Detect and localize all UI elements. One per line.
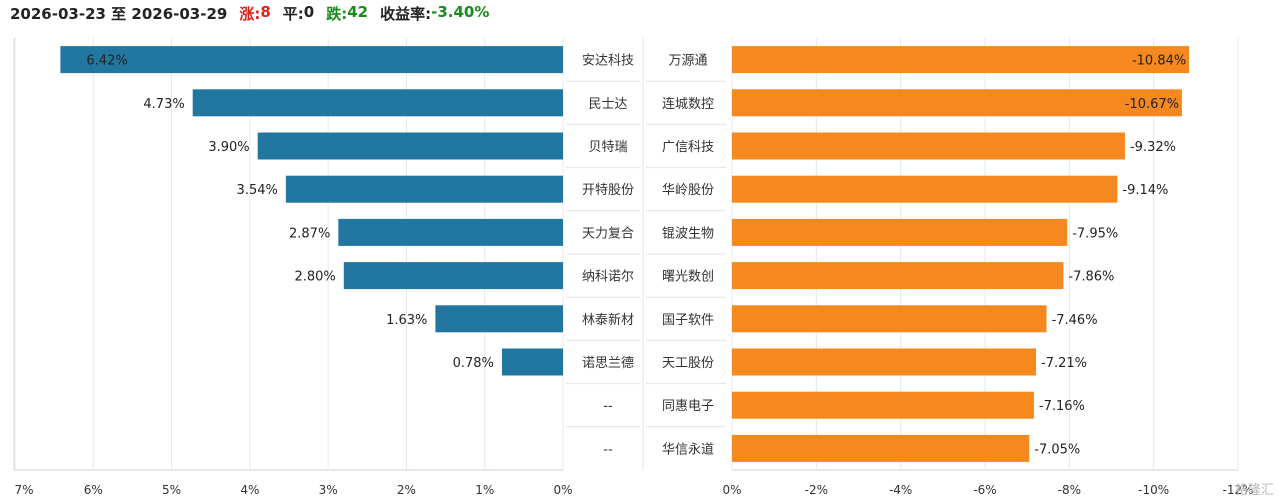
gainer-value-label: 4.73% <box>143 97 184 112</box>
right-tick-label: -10% <box>1138 483 1169 497</box>
gainer-name-label: 天力复合 <box>582 226 634 241</box>
gainer-value-label: 2.80% <box>294 270 335 285</box>
gainer-value-label: 0.78% <box>453 356 494 371</box>
left-tick-label: 2% <box>397 483 416 497</box>
down-count: 42 <box>347 2 369 21</box>
gainer-value-label: 2.87% <box>289 226 330 241</box>
gainer-name-label: 民士达 <box>588 97 627 112</box>
return-label: 收益率: <box>380 4 432 23</box>
gainer-name-label: -- <box>603 399 613 414</box>
gainer-bar <box>192 89 564 117</box>
gainer-name-label: -- <box>603 442 613 457</box>
date-range: 2026-03-23 至 2026-03-29 <box>10 4 228 23</box>
return-stat: 收益率: -3.40% <box>380 3 489 24</box>
gainer-name-label: 诺思兰德 <box>582 356 634 371</box>
right-tick-label: -6% <box>973 483 996 497</box>
return-value: -3.40% <box>431 2 490 21</box>
gainer-value-label: 3.90% <box>208 140 249 155</box>
right-tick-label: -4% <box>889 483 912 497</box>
loser-value-label: -7.16% <box>1039 399 1085 414</box>
up-label: 涨: <box>239 4 261 23</box>
loser-value-label: -9.32% <box>1130 140 1176 155</box>
left-tick-label: 4% <box>240 483 259 497</box>
gainer-bar <box>257 132 563 160</box>
loser-bar <box>732 132 1125 160</box>
right-tick-label: 0% <box>722 483 741 497</box>
summary-header: 2026-03-23 至 2026-03-29 涨: 8 平: 0 跌: 42 收益率… <box>10 0 1270 26</box>
flat-count-stat: 平: 0 <box>283 3 314 24</box>
up-count-stat: 涨: 8 <box>239 3 270 24</box>
loser-bar <box>732 391 1034 419</box>
gainer-bar <box>435 305 563 333</box>
right-tick-label: -12% <box>1222 483 1253 497</box>
right-tick-label: -2% <box>805 483 828 497</box>
left-tick-label: 7% <box>14 483 33 497</box>
loser-bar <box>732 46 1190 74</box>
flat-label: 平: <box>282 4 304 23</box>
loser-name-label: 华信永道 <box>662 442 714 457</box>
loser-value-label: -9.14% <box>1122 183 1168 198</box>
loser-value-label: -7.05% <box>1034 442 1080 457</box>
gainer-bar <box>501 348 563 376</box>
loser-name-label: 曙光数创 <box>662 270 714 285</box>
loser-bar <box>732 89 1182 117</box>
loser-name-label: 华岭股份 <box>662 183 714 198</box>
loser-name-label: 天工股份 <box>662 356 714 371</box>
gainer-name-label: 贝特瑞 <box>588 140 627 155</box>
loser-value-label: -7.86% <box>1068 270 1114 285</box>
left-tick-label: 3% <box>319 483 338 497</box>
loser-value-label: -7.46% <box>1052 313 1098 328</box>
gainer-bar <box>285 175 563 203</box>
loser-bar <box>732 348 1037 376</box>
right-tick-label: -8% <box>1058 483 1081 497</box>
gainer-bar <box>60 46 564 74</box>
loser-value-label: -7.21% <box>1041 356 1087 371</box>
gainer-name-label: 林泰新材 <box>582 312 634 328</box>
left-tick-label: 5% <box>162 483 181 497</box>
loser-value-label: -10.67% <box>1125 97 1179 112</box>
loser-bar <box>732 175 1118 203</box>
loser-bar <box>732 262 1064 290</box>
loser-name-label: 国子软件 <box>662 313 714 328</box>
loser-value-label: -10.84% <box>1132 54 1186 69</box>
loser-name-label: 锟波生物 <box>662 226 714 241</box>
gainer-bar <box>338 218 563 246</box>
gainer-name-label: 安达科技 <box>582 54 634 69</box>
loser-bar <box>732 218 1068 246</box>
loser-value-label: -7.95% <box>1072 226 1118 241</box>
watermark-logo: 格隆汇 <box>1234 483 1274 498</box>
gainer-name-label: 开特股份 <box>582 183 634 198</box>
gainer-value-label: 1.63% <box>386 313 427 328</box>
left-tick-label: 1% <box>475 483 494 497</box>
gainer-value-label: 6.42% <box>86 54 127 69</box>
flat-count: 0 <box>303 2 315 21</box>
gainer-bar <box>343 262 563 290</box>
up-count: 8 <box>260 2 271 21</box>
down-label: 跌: <box>326 4 348 23</box>
loser-name-label: 同惠电子 <box>662 399 714 414</box>
down-count-stat: 跌: 42 <box>326 3 368 24</box>
gainer-name-label: 纳科诺尔 <box>582 270 634 285</box>
left-tick-label: 0% <box>553 483 572 497</box>
loser-name-label: 万源通 <box>668 54 707 69</box>
left-tick-label: 6% <box>84 483 103 497</box>
loser-bar <box>732 434 1030 462</box>
gainer-value-label: 3.54% <box>237 183 278 198</box>
loser-name-label: 广信科技 <box>662 140 714 155</box>
loser-name-label: 连城数控 <box>662 96 714 112</box>
loser-bar <box>732 305 1047 333</box>
